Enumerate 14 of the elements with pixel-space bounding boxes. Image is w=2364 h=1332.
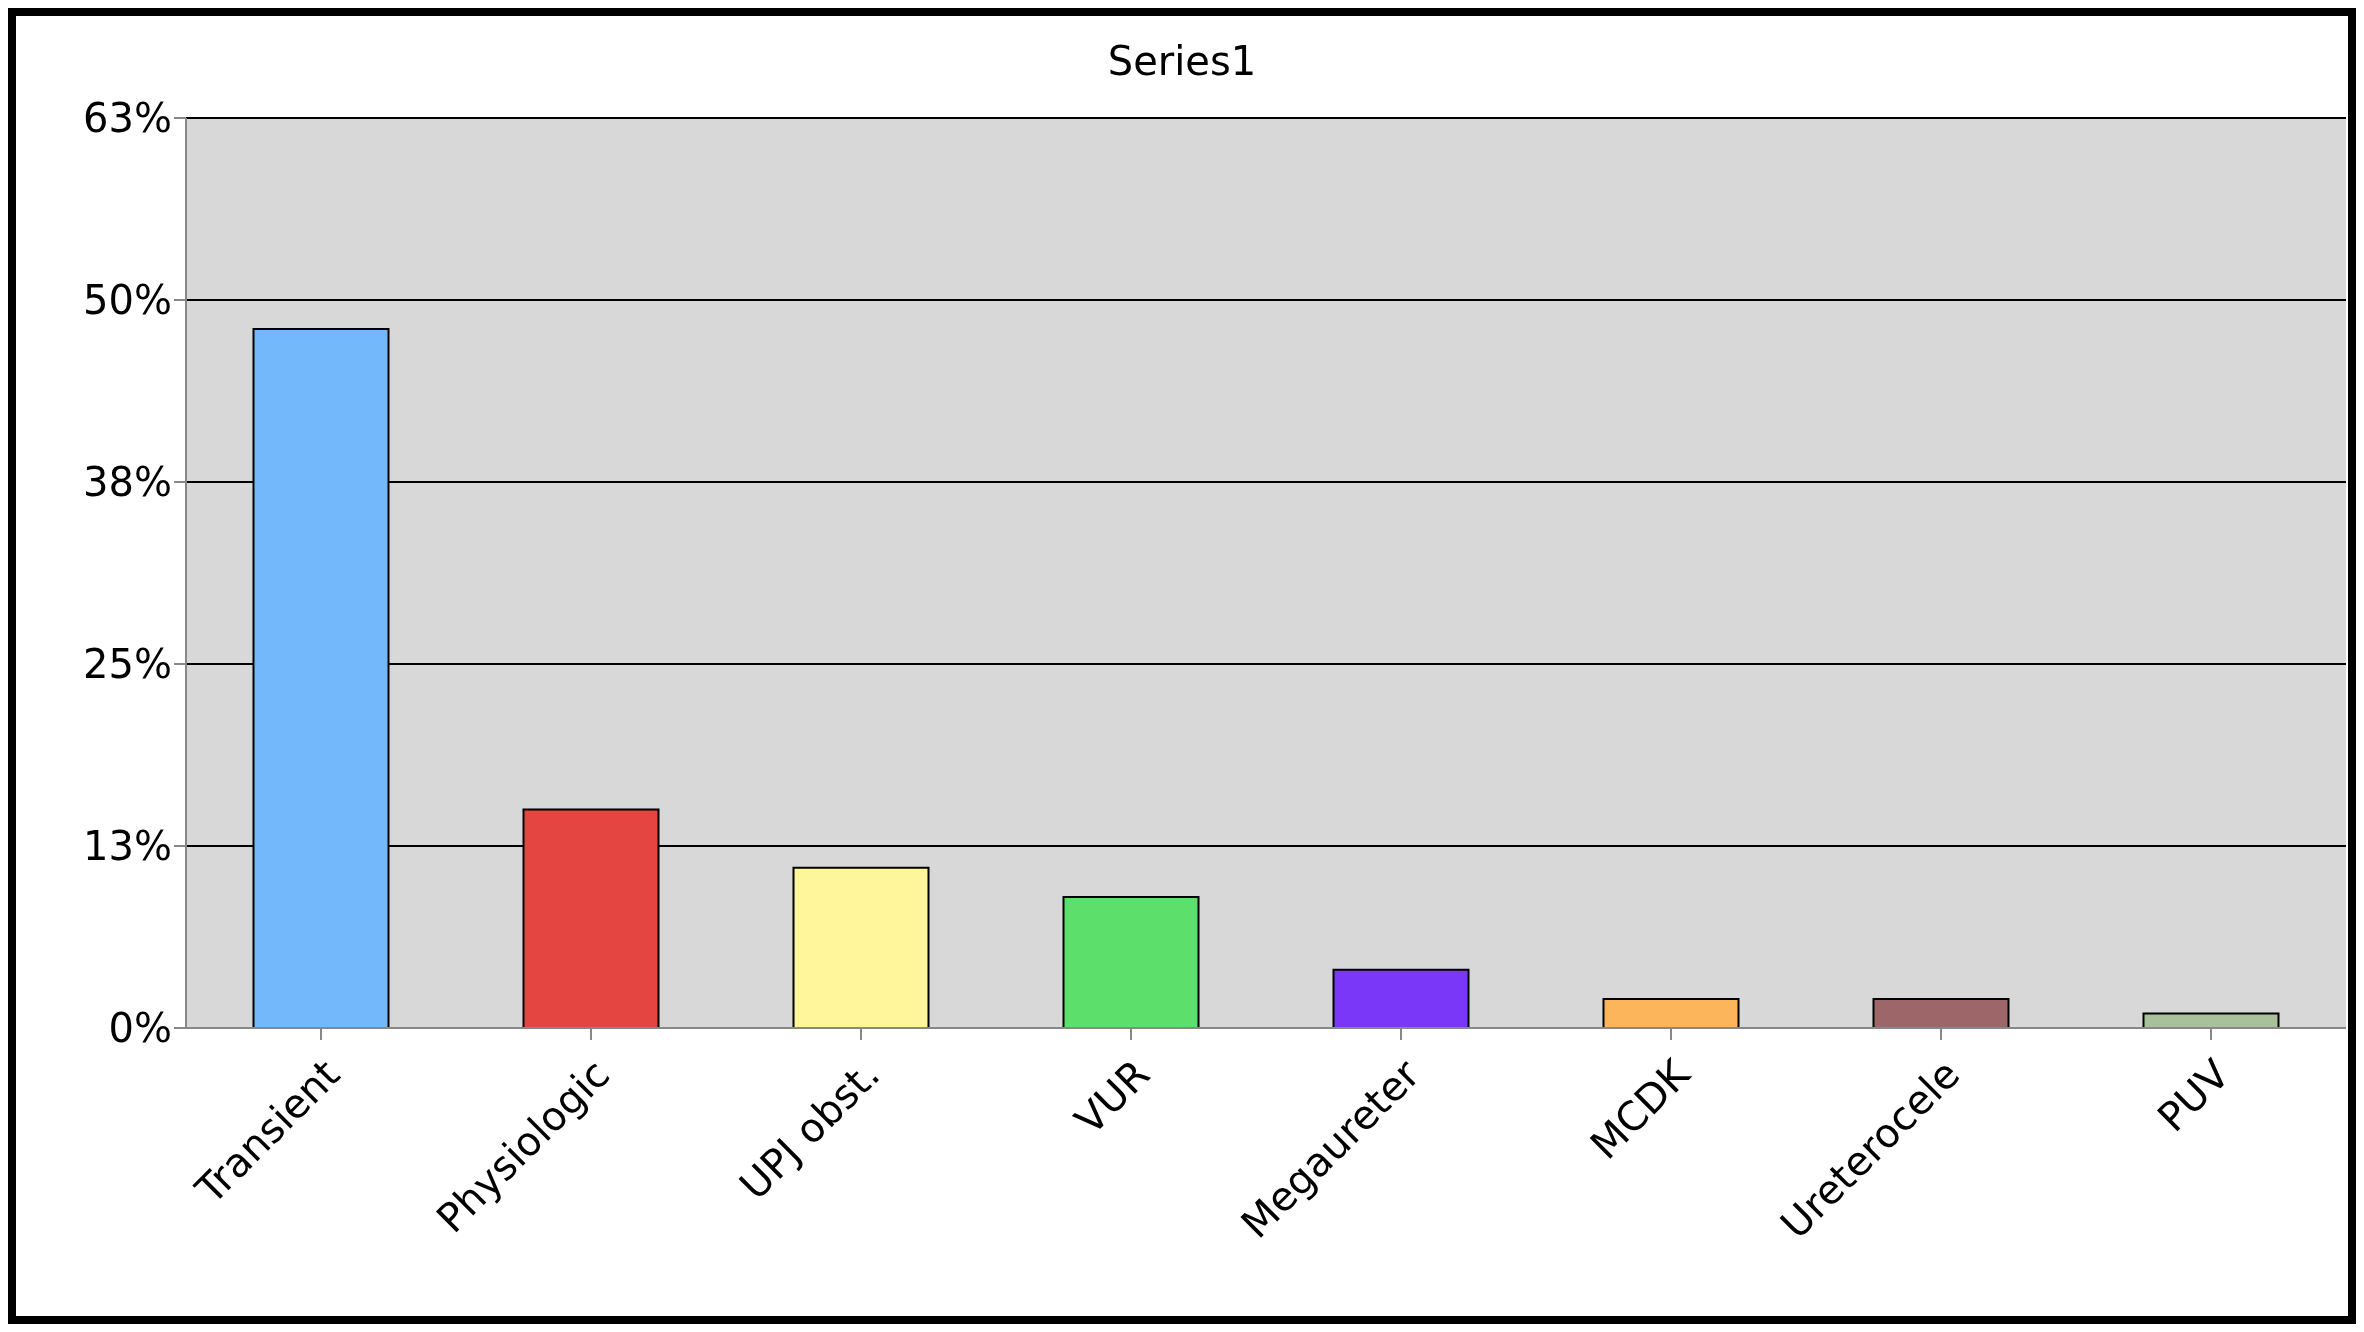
bar [2142, 1012, 2280, 1028]
x-tick-label: VUR [1066, 1050, 1159, 1143]
bar [1602, 997, 1740, 1028]
y-tick-label: 38% [83, 459, 172, 506]
y-tick-label: 0% [108, 1005, 172, 1052]
bar [1872, 997, 2010, 1028]
bar [1062, 895, 1200, 1028]
y-tick-label: 63% [83, 95, 172, 142]
y-tick-label: 50% [83, 277, 172, 324]
chart-title: Series1 [1107, 38, 1257, 84]
bar [792, 866, 930, 1028]
y-tick-label: 25% [83, 641, 172, 688]
bar [1332, 968, 1470, 1028]
y-tick-label: 13% [83, 823, 172, 870]
